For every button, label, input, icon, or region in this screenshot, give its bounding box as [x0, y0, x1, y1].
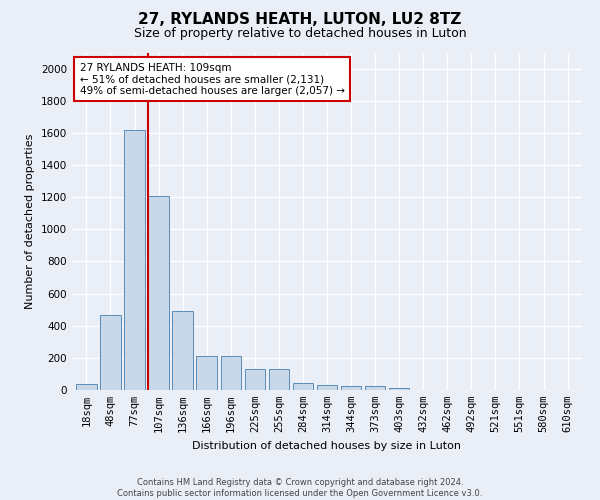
Bar — [245, 369, 265, 390]
Bar — [172, 311, 193, 390]
Bar — [124, 130, 145, 390]
Bar — [317, 385, 337, 390]
Text: 27, RYLANDS HEATH, LUTON, LU2 8TZ: 27, RYLANDS HEATH, LUTON, LU2 8TZ — [139, 12, 461, 28]
Bar — [341, 386, 361, 390]
Bar — [76, 384, 97, 390]
Bar — [293, 383, 313, 390]
Bar — [389, 388, 409, 390]
Bar — [365, 386, 385, 390]
Text: Contains HM Land Registry data © Crown copyright and database right 2024.
Contai: Contains HM Land Registry data © Crown c… — [118, 478, 482, 498]
Bar — [100, 316, 121, 390]
Y-axis label: Number of detached properties: Number of detached properties — [25, 134, 35, 309]
Bar — [221, 356, 241, 390]
X-axis label: Distribution of detached houses by size in Luton: Distribution of detached houses by size … — [193, 440, 461, 450]
Bar — [269, 369, 289, 390]
Bar — [148, 196, 169, 390]
Text: 27 RYLANDS HEATH: 109sqm
← 51% of detached houses are smaller (2,131)
49% of sem: 27 RYLANDS HEATH: 109sqm ← 51% of detach… — [80, 62, 344, 96]
Text: Size of property relative to detached houses in Luton: Size of property relative to detached ho… — [134, 28, 466, 40]
Bar — [196, 356, 217, 390]
